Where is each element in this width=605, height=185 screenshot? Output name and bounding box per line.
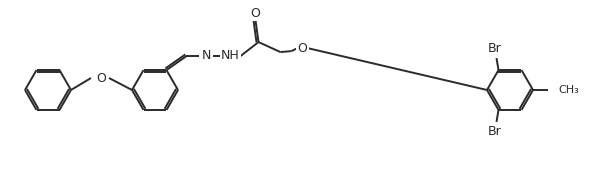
Text: CH₃: CH₃	[558, 85, 579, 95]
Text: Br: Br	[488, 125, 502, 138]
Text: O: O	[250, 7, 260, 20]
Text: Br: Br	[488, 42, 502, 55]
Text: O: O	[96, 71, 106, 85]
Text: O: O	[298, 42, 307, 55]
Text: N: N	[202, 49, 211, 62]
Text: NH: NH	[221, 49, 240, 62]
